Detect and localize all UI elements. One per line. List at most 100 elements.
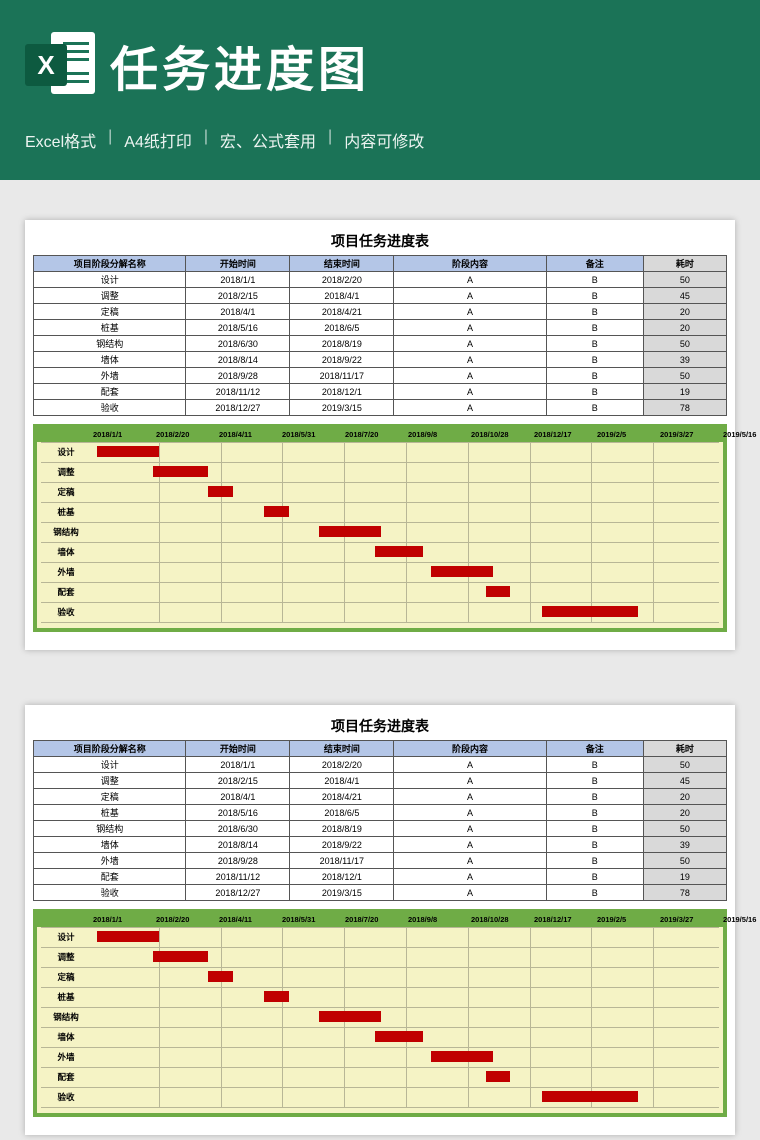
- gantt-task-label: 调整: [41, 466, 97, 478]
- gantt-bar: [153, 951, 209, 962]
- gantt-task-label: 定稿: [41, 971, 97, 983]
- table-row: 调整2018/2/152018/4/1AB45: [34, 773, 727, 789]
- excel-file-icon: X: [25, 30, 95, 100]
- sheet-preview-2: 项目任务进度表项目阶段分解名称开始时间结束时间阶段内容备注耗时设计2018/1/…: [25, 705, 735, 1135]
- gantt-date-label: 2018/10/28: [471, 913, 534, 927]
- gantt-task-label: 配套: [41, 586, 97, 598]
- gantt-task-label: 墙体: [41, 546, 97, 558]
- table-title: 项目任务进度表: [33, 230, 727, 255]
- sheet-preview-1: 项目任务进度表项目阶段分解名称开始时间结束时间阶段内容备注耗时设计2018/1/…: [25, 220, 735, 650]
- column-header: 备注: [546, 256, 643, 272]
- gantt-bar: [319, 1011, 381, 1022]
- progress-table: 项目阶段分解名称开始时间结束时间阶段内容备注耗时设计2018/1/12018/2…: [33, 255, 727, 416]
- gantt-task-label: 调整: [41, 951, 97, 963]
- table-row: 外墙2018/9/282018/11/17AB50: [34, 853, 727, 869]
- gantt-date-label: 2018/4/11: [219, 428, 282, 442]
- gantt-bar: [486, 586, 509, 597]
- gantt-task-label: 钢结构: [41, 526, 97, 538]
- gantt-bar: [542, 1091, 638, 1102]
- table-row: 设计2018/1/12018/2/20AB50: [34, 757, 727, 773]
- gantt-date-label: 2019/3/27: [660, 428, 723, 442]
- table-row: 墙体2018/8/142018/9/22AB39: [34, 352, 727, 368]
- table-row: 配套2018/11/122018/12/1AB19: [34, 869, 727, 885]
- column-header: 耗时: [643, 741, 726, 757]
- table-row: 钢结构2018/6/302018/8/19AB50: [34, 336, 727, 352]
- column-header: 结束时间: [290, 741, 394, 757]
- gantt-bar: [97, 931, 159, 942]
- column-header: 开始时间: [186, 256, 290, 272]
- gantt-date-label: 2018/12/17: [534, 913, 597, 927]
- column-header: 耗时: [643, 256, 726, 272]
- gantt-task-label: 设计: [41, 446, 97, 458]
- gantt-bar: [431, 566, 493, 577]
- gantt-bar: [542, 606, 638, 617]
- gantt-bar: [375, 546, 423, 557]
- gantt-date-label: 2018/12/17: [534, 428, 597, 442]
- gantt-date-label: 2019/2/5: [597, 428, 660, 442]
- gantt-bar: [208, 971, 233, 982]
- gantt-bar: [97, 446, 159, 457]
- feature-list: Excel格式| A4纸打印| 宏、公式套用| 内容可修改: [25, 128, 735, 152]
- table-row: 钢结构2018/6/302018/8/19AB50: [34, 821, 727, 837]
- table-row: 外墙2018/9/282018/11/17AB50: [34, 368, 727, 384]
- gantt-date-label: 2018/1/1: [93, 913, 156, 927]
- feature-item: 内容可修改: [344, 128, 424, 152]
- table-row: 定稿2018/4/12018/4/21AB20: [34, 789, 727, 805]
- gantt-bar: [208, 486, 233, 497]
- gantt-date-label: 2018/7/20: [345, 913, 408, 927]
- feature-item: A4纸打印: [124, 128, 192, 152]
- column-header: 结束时间: [290, 256, 394, 272]
- feature-item: 宏、公式套用: [220, 128, 316, 152]
- page-title: 任务进度图: [110, 30, 370, 100]
- gantt-task-label: 桩基: [41, 991, 97, 1003]
- template-header: X 任务进度图 Excel格式| A4纸打印| 宏、公式套用| 内容可修改: [0, 0, 760, 180]
- gantt-task-label: 定稿: [41, 486, 97, 498]
- gantt-date-label: 2018/7/20: [345, 428, 408, 442]
- gantt-date-label: 2018/2/20: [156, 428, 219, 442]
- gantt-date-label: 2018/9/8: [408, 428, 471, 442]
- gantt-task-label: 钢结构: [41, 1011, 97, 1023]
- table-row: 设计2018/1/12018/2/20AB50: [34, 272, 727, 288]
- gantt-date-label: 2018/4/11: [219, 913, 282, 927]
- table-row: 桩基2018/5/162018/6/5AB20: [34, 320, 727, 336]
- table-row: 调整2018/2/152018/4/1AB45: [34, 288, 727, 304]
- gantt-bar: [319, 526, 381, 537]
- gantt-task-label: 验收: [41, 606, 97, 618]
- column-header: 开始时间: [186, 741, 290, 757]
- gantt-date-label: 2019/2/5: [597, 913, 660, 927]
- gantt-bar: [486, 1071, 509, 1082]
- gantt-date-label: 2018/5/31: [282, 913, 345, 927]
- table-row: 验收2018/12/272019/3/15AB78: [34, 885, 727, 901]
- table-row: 墙体2018/8/142018/9/22AB39: [34, 837, 727, 853]
- gantt-bar: [431, 1051, 493, 1062]
- gantt-task-label: 桩基: [41, 506, 97, 518]
- preview-area: 项目任务进度表项目阶段分解名称开始时间结束时间阶段内容备注耗时设计2018/1/…: [0, 180, 760, 1140]
- table-row: 定稿2018/4/12018/4/21AB20: [34, 304, 727, 320]
- feature-item: Excel格式: [25, 128, 96, 152]
- column-header: 项目阶段分解名称: [34, 741, 186, 757]
- table-title: 项目任务进度表: [33, 715, 727, 740]
- gantt-date-label: 2018/10/28: [471, 428, 534, 442]
- gantt-bar: [375, 1031, 423, 1042]
- table-row: 验收2018/12/272019/3/15AB78: [34, 400, 727, 416]
- gantt-date-label: 2018/1/1: [93, 428, 156, 442]
- progress-table: 项目阶段分解名称开始时间结束时间阶段内容备注耗时设计2018/1/12018/2…: [33, 740, 727, 901]
- gantt-task-label: 设计: [41, 931, 97, 943]
- gantt-task-label: 墙体: [41, 1031, 97, 1043]
- gantt-date-label: 2019/3/27: [660, 913, 723, 927]
- gantt-date-label: 2018/2/20: [156, 913, 219, 927]
- gantt-task-label: 外墙: [41, 566, 97, 578]
- gantt-bar: [153, 466, 209, 477]
- table-row: 配套2018/11/122018/12/1AB19: [34, 384, 727, 400]
- column-header: 阶段内容: [394, 741, 546, 757]
- gantt-bar: [264, 991, 289, 1002]
- column-header: 阶段内容: [394, 256, 546, 272]
- table-row: 桩基2018/5/162018/6/5AB20: [34, 805, 727, 821]
- gantt-task-label: 验收: [41, 1091, 97, 1103]
- gantt-bar: [264, 506, 289, 517]
- gantt-chart: 2018/1/12018/2/202018/4/112018/5/312018/…: [33, 909, 727, 1117]
- gantt-task-label: 配套: [41, 1071, 97, 1083]
- gantt-date-label: 2018/5/31: [282, 428, 345, 442]
- gantt-date-label: 2018/9/8: [408, 913, 471, 927]
- column-header: 备注: [546, 741, 643, 757]
